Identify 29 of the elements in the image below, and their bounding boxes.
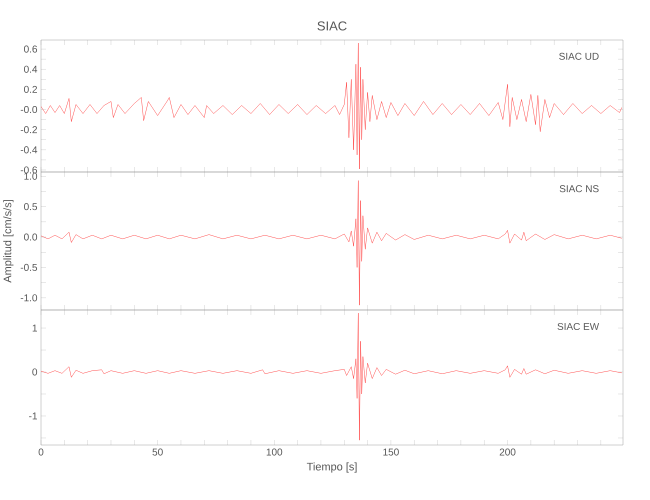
y-tick-label: 0 [32, 368, 38, 376]
line-series [41, 42, 622, 170]
annotation: SIAC NS [560, 185, 599, 192]
line-series [41, 180, 622, 306]
y-tick-label: 1.0 [24, 172, 38, 180]
y-tick-label: 0.5 [24, 203, 38, 210]
y-axis-title: Amplitud [cm/s/s] [3, 200, 14, 283]
y-tick-label: -0.4 [20, 146, 38, 154]
y-tick-label: 0.2 [24, 86, 37, 93]
x-tick-label: 100 [266, 448, 282, 456]
y-tick-label: 1 [32, 324, 38, 332]
y-tick-label: 0.4 [24, 66, 38, 73]
y-tick-label: -0.2 [20, 126, 37, 134]
annotation: SIAC EW [558, 322, 600, 330]
y-tick-label: 0.0 [24, 234, 38, 241]
x-axis-title: Tiempo [s] [306, 462, 357, 473]
y-tick-label: -1 [29, 412, 38, 420]
chart-title: SIAC [317, 21, 347, 31]
y-tick-label: -0.0 [20, 106, 38, 114]
x-tick-label: 200 [500, 448, 516, 456]
y-tick-label: -0.6 [20, 166, 38, 174]
y-tick-label: -0.5 [20, 264, 38, 271]
y-tick-label: 0.6 [24, 46, 38, 53]
x-tick-label: 50 [152, 448, 163, 456]
x-tick-label: 0 [38, 448, 44, 456]
x-tick-label: 150 [383, 448, 399, 456]
annotation: SIAC UD [559, 52, 599, 60]
y-tick-label: -1.0 [20, 294, 38, 302]
line-series [41, 312, 622, 440]
